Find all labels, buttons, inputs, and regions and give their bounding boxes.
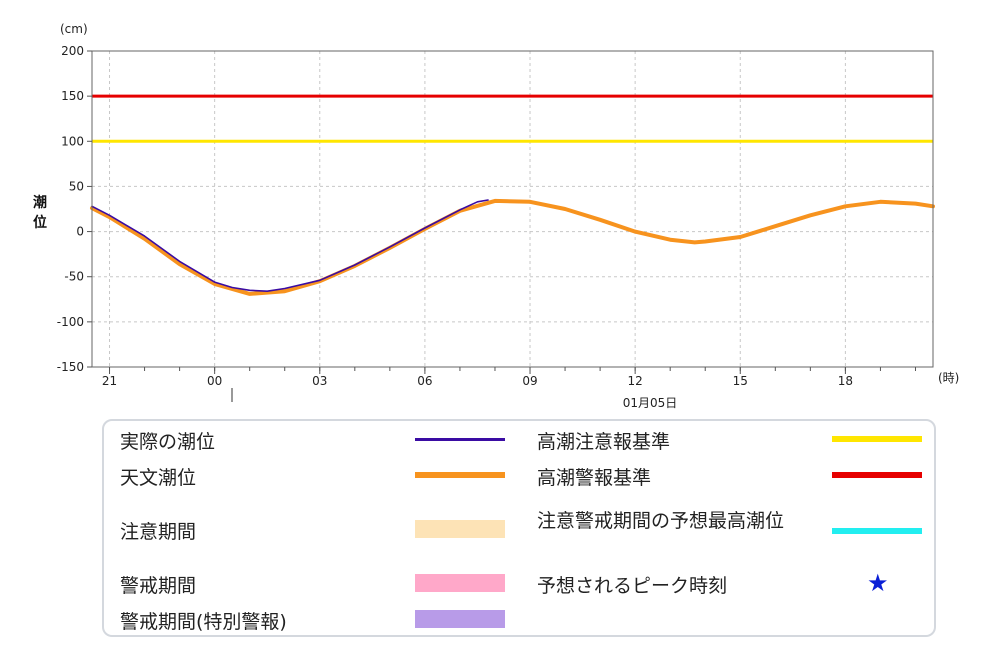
star-icon: ★: [867, 569, 889, 597]
date-label: 01月05日: [623, 396, 678, 410]
legend: 実際の潮位天文潮位注意期間警戒期間警戒期間(特別警報) 高潮注意報基準 高潮警報基準…: [102, 419, 936, 637]
legend-swatch: [415, 438, 505, 441]
grid-lines: [92, 51, 933, 367]
legend-label: 注意警戒期間の予想最高潮位: [537, 510, 785, 532]
series-line-0: [90, 198, 935, 296]
legend-swatch: [415, 610, 505, 628]
tide-chart: (cm) 潮 位 200 150 100 50 0 -50 -100 -150 21 00 03 0…: [33, 22, 959, 410]
legend-label: 注意期間: [120, 521, 197, 543]
y-tick-label--150: -150: [57, 360, 84, 374]
y-axis-label-1: 潮: [33, 194, 47, 211]
x-tick-label-06: 06: [417, 374, 432, 388]
legend-swatch: [415, 574, 505, 592]
x-unit-label: (時): [938, 371, 959, 385]
y-unit-label: (cm): [60, 22, 88, 36]
x-tick-label-03: 03: [312, 374, 327, 388]
x-tick-label-09: 09: [522, 374, 537, 388]
plot-frame: [91, 50, 934, 368]
legend-label: 警戒期間(特別警報): [120, 611, 287, 633]
legend-label: 警戒期間: [120, 575, 197, 597]
x-tick-label-21: 21: [102, 374, 117, 388]
y-tick-label--100: -100: [57, 315, 84, 329]
legend-label: 実際の潮位: [120, 431, 216, 453]
y-tick-label-0: 0: [76, 225, 84, 239]
x-tick-label-12: 12: [628, 374, 643, 388]
x-tick-label-15: 15: [733, 374, 748, 388]
y-tick-label-150: 150: [61, 89, 84, 103]
series-lines: [90, 198, 935, 296]
legend-swatch: [415, 520, 505, 538]
y-tick-label-100: 100: [61, 134, 84, 148]
y-ticks: 200 150 100 50 0 -50 -100 -150: [57, 44, 92, 374]
legend-swatch: [832, 528, 922, 534]
legend-label: 天文潮位: [120, 467, 197, 489]
y-tick-label-200: 200: [61, 44, 84, 58]
legend-label: 予想されるピーク時刻: [537, 575, 728, 597]
y-tick-label-50: 50: [69, 179, 84, 193]
y-tick-label--50: -50: [64, 270, 84, 284]
legend-swatch: [832, 436, 922, 442]
threshold-lines: [92, 94, 933, 143]
x-tick-label-18: 18: [838, 374, 853, 388]
legend-label: 高潮警報基準: [537, 467, 652, 489]
legend-swatch: [832, 472, 922, 478]
x-ticks: 21 00 03 06 09 12 15 18: [102, 367, 916, 388]
x-tick-label-00: 00: [207, 374, 222, 388]
legend-label: 高潮注意報基準: [537, 431, 671, 453]
legend-swatch: [415, 472, 505, 478]
series-line-1: [91, 199, 489, 293]
y-axis-label-2: 位: [33, 214, 47, 231]
